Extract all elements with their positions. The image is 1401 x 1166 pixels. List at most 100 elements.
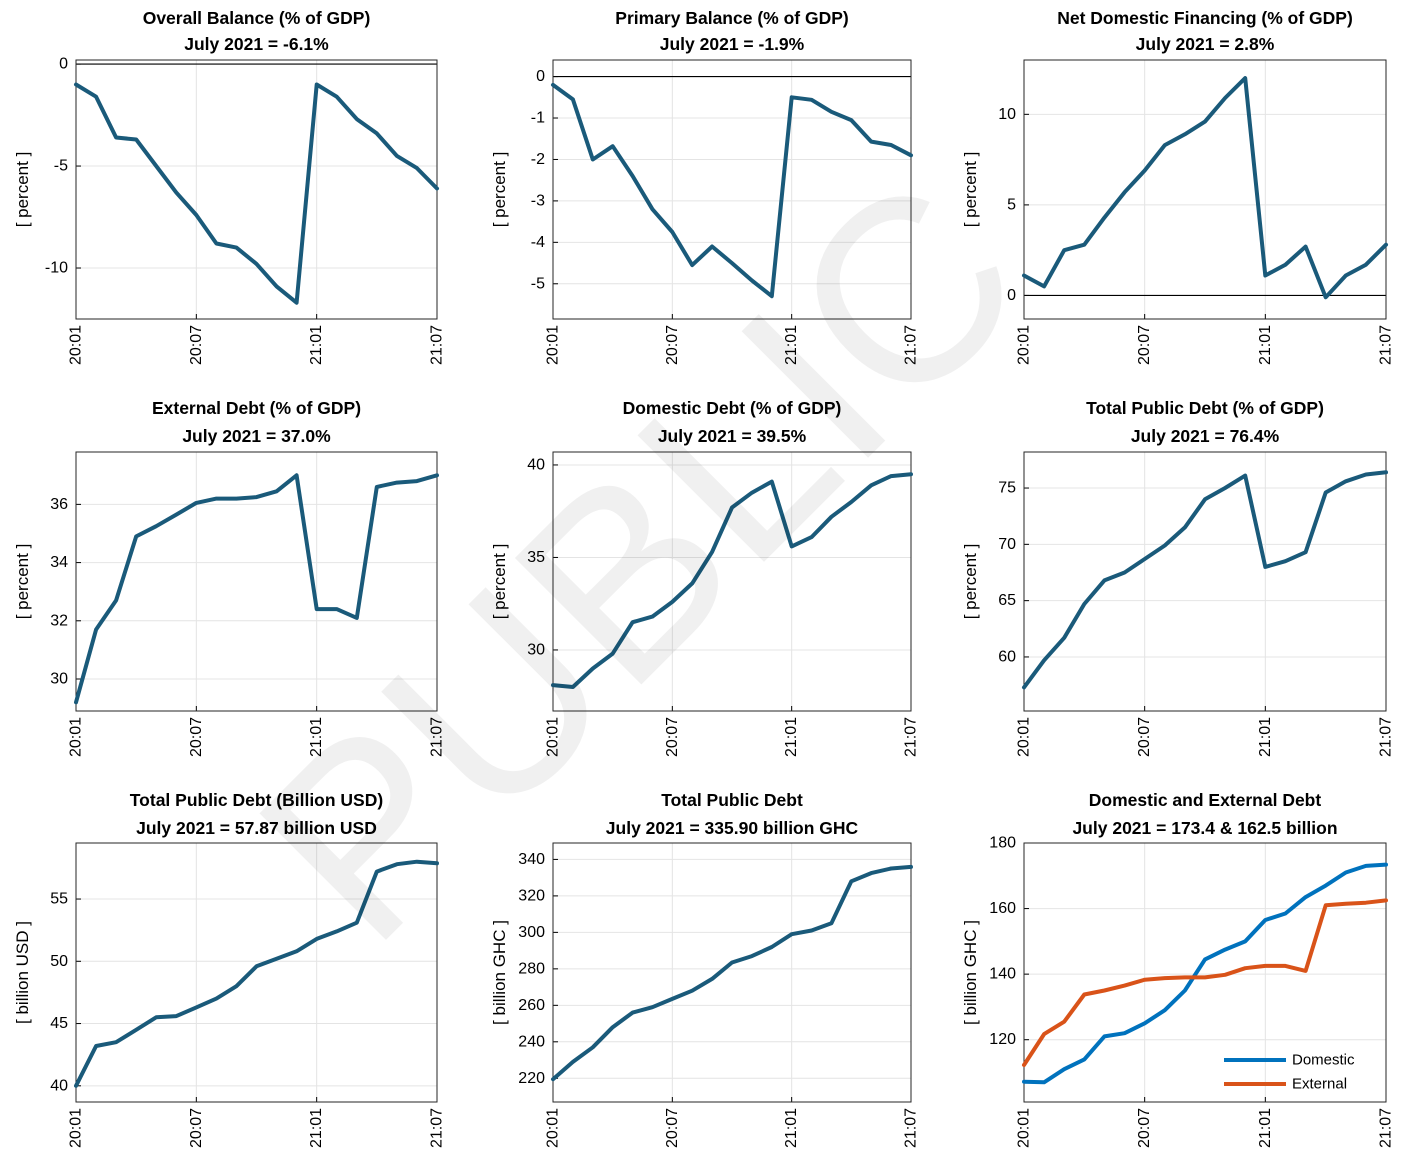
y-axis-label: [ percent ] (13, 544, 32, 620)
x-tick-label: 20:07 (1136, 717, 1153, 757)
chart-subtitle: July 2021 = -1.9% (660, 34, 805, 54)
y-tick-label: 320 (518, 887, 545, 904)
y-axis-label: [ percent ] (13, 152, 32, 228)
y-tick-label: 260 (518, 997, 545, 1014)
chart-panel: Primary Balance (% of GDP) July 2021 = -1… (490, 8, 920, 365)
series-line (551, 472, 913, 689)
plot-area (1024, 60, 1386, 319)
y-tick-label: 140 (989, 966, 1016, 983)
y-tick-label: 240 (518, 1033, 545, 1050)
y-tick-label: 32 (50, 612, 68, 629)
axes-frame (1023, 59, 1387, 320)
chart-subtitle: July 2021 = 2.8% (1136, 34, 1275, 54)
y-tick-label: 60 (998, 648, 1016, 665)
x-tick-label: 20:07 (1136, 325, 1153, 365)
x-tick-label: 20:01 (68, 717, 85, 757)
y-tick-label: 0 (59, 56, 68, 73)
series-line-external (1022, 898, 1388, 1067)
y-tick-label: 300 (518, 924, 545, 941)
x-tick-label: 21:07 (429, 1108, 446, 1148)
x-tick-label: 20:07 (188, 325, 205, 365)
y-tick-label: 220 (518, 1070, 545, 1087)
chart-panel: Total Public Debt July 2021 = 335.90 bill… (490, 790, 920, 1148)
y-tick-label: 280 (518, 960, 545, 977)
y-tick-label: 5 (1007, 196, 1016, 213)
chart-subtitle: July 2021 = 173.4 & 162.5 billion (1072, 818, 1337, 838)
chart-title: Domestic and External Debt (1089, 790, 1322, 810)
series-line (74, 859, 439, 1088)
axes-frame (75, 451, 438, 712)
chart-panel: Total Public Debt (% of GDP) July 2021 = … (961, 398, 1395, 757)
series-line (74, 82, 439, 305)
x-tick-label: 21:01 (308, 717, 325, 757)
y-axis-label: [ percent ] (961, 152, 980, 228)
y-tick-label: 160 (989, 900, 1016, 917)
y-axis-label: [ billion GHC ] (961, 920, 980, 1025)
chart-title: Total Public Debt (% of GDP) (1086, 398, 1324, 418)
chart-panel: Total Public Debt (Billion USD) July 2021… (13, 790, 446, 1148)
axes-frame (75, 842, 438, 1103)
y-axis-label: [ percent ] (961, 544, 980, 620)
series-line-domestic (1022, 862, 1388, 1085)
x-tick-label: 20:01 (1016, 1108, 1033, 1148)
chart-panel: External Debt (% of GDP) July 2021 = 37.0… (13, 398, 446, 757)
chart-panel: Domestic and External Debt July 2021 = 17… (961, 790, 1395, 1148)
axes-frame (552, 842, 912, 1103)
x-tick-label: 20:07 (188, 1108, 205, 1148)
x-tick-label: 20:01 (545, 717, 562, 757)
x-tick-label: 21:01 (783, 717, 800, 757)
x-tick-label: 21:01 (308, 325, 325, 365)
chart-subtitle: July 2021 = 39.5% (658, 426, 807, 446)
y-tick-label: 34 (50, 554, 68, 571)
y-tick-label: 30 (50, 670, 68, 687)
y-axis-label: [ billion GHC ] (490, 920, 509, 1025)
y-tick-label: -5 (54, 158, 68, 175)
y-tick-label: 10 (998, 106, 1016, 123)
y-tick-label: -1 (531, 110, 545, 127)
y-tick-label: 0 (1007, 287, 1016, 304)
plot-area (553, 843, 911, 1102)
x-tick-label: 21:07 (903, 1108, 920, 1148)
plot-area (553, 452, 911, 711)
x-tick-label: 20:01 (545, 1108, 562, 1148)
y-tick-label: 35 (527, 549, 545, 566)
y-tick-label: -2 (531, 151, 545, 168)
x-tick-label: 20:07 (664, 1108, 681, 1148)
y-tick-label: 50 (50, 953, 68, 970)
chart-panel: Domestic Debt (% of GDP) July 2021 = 39.5… (490, 398, 920, 757)
legend: Domestic External (1224, 1052, 1355, 1093)
x-tick-label: 21:07 (1378, 717, 1395, 757)
chart-title: Total Public Debt (Billion USD) (130, 790, 383, 810)
chart-title: Domestic Debt (% of GDP) (623, 398, 842, 418)
chart-panel: Net Domestic Financing (% of GDP) July 20… (961, 8, 1395, 365)
axes-frame (552, 59, 912, 320)
x-tick-label: 21:07 (429, 325, 446, 365)
axes-frame (1023, 451, 1387, 712)
plot-area (553, 60, 911, 319)
x-tick-label: 21:01 (1257, 717, 1274, 757)
x-tick-label: 21:01 (783, 1108, 800, 1148)
x-tick-label: 21:01 (783, 325, 800, 365)
x-tick-label: 20:01 (1016, 325, 1033, 365)
chart-subtitle: July 2021 = 76.4% (1131, 426, 1280, 446)
x-tick-label: 20:07 (188, 717, 205, 757)
y-tick-label: 55 (50, 891, 68, 908)
x-tick-label: 20:07 (664, 325, 681, 365)
x-tick-label: 20:07 (664, 717, 681, 757)
y-tick-label: 75 (998, 480, 1016, 497)
y-tick-label: 40 (527, 456, 545, 473)
series-line (551, 82, 913, 299)
y-tick-label: 40 (50, 1077, 68, 1094)
chart-subtitle: July 2021 = 57.87 billion USD (136, 818, 377, 838)
series-line (1022, 76, 1388, 300)
chart-title: Net Domestic Financing (% of GDP) (1057, 8, 1353, 28)
y-tick-label: 65 (998, 592, 1016, 609)
chart-title: External Debt (% of GDP) (152, 398, 361, 418)
legend-label: Domestic (1292, 1052, 1355, 1069)
legend-label: External (1292, 1076, 1347, 1093)
series-line (74, 473, 439, 705)
y-tick-label: -10 (45, 260, 68, 277)
y-tick-label: -3 (531, 192, 545, 209)
y-tick-label: -4 (531, 234, 545, 251)
